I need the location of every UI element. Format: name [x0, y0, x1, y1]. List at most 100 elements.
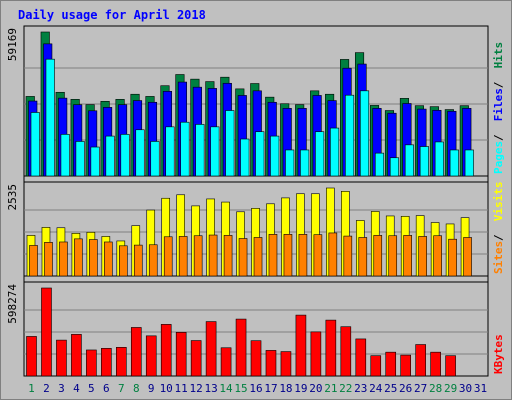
legend-visits: Visits	[492, 181, 505, 221]
bar-sites-day-12	[193, 235, 203, 277]
day-label-10: 10	[160, 382, 173, 395]
bar-pages-day-16	[255, 131, 265, 177]
day-label-25: 25	[384, 382, 397, 395]
ymax-label: 598274	[6, 284, 19, 324]
bar-sites-day-7	[119, 245, 128, 277]
bar-kbytes-day-28	[430, 351, 441, 377]
ymax-label: 59169	[6, 28, 19, 61]
day-label-31: 31	[474, 382, 487, 395]
day-label-5: 5	[88, 382, 95, 395]
day-label-14: 14	[219, 382, 233, 395]
bar-pages-day-12	[195, 124, 205, 177]
bar-pages-day-29	[449, 149, 459, 177]
bar-sites-day-26	[403, 235, 412, 277]
bar-kbytes-day-12	[190, 340, 202, 377]
day-label-11: 11	[175, 382, 188, 395]
legend-kbytes: KBytes	[492, 334, 505, 374]
bar-kbytes-day-2	[41, 287, 52, 377]
bar-pages-day-27	[419, 146, 429, 177]
bar-pages-day-7	[120, 134, 130, 177]
bar-pages-day-18	[285, 149, 295, 177]
bar-sites-day-11	[178, 236, 188, 277]
day-label-9: 9	[148, 382, 155, 395]
bar-sites-day-2	[44, 242, 53, 277]
legend-separator: /	[492, 234, 505, 241]
bar-kbytes-day-13	[205, 321, 217, 377]
bar-kbytes-day-29	[445, 355, 456, 377]
chart-title: Daily usage for April 2018	[18, 8, 206, 22]
bar-pages-day-23	[359, 90, 370, 177]
day-label-3: 3	[58, 382, 65, 395]
bar-sites-day-28	[433, 235, 442, 277]
day-label-30: 30	[459, 382, 472, 395]
bar-kbytes-day-26	[400, 354, 411, 377]
panel-visits_sites: 2535 Sites / Visits	[6, 181, 505, 277]
bar-sites-day-5	[89, 239, 98, 277]
bar-sites-day-8	[133, 244, 143, 277]
bar-sites-day-24	[373, 235, 383, 277]
bar-pages-day-19	[300, 149, 310, 177]
day-label-16: 16	[249, 382, 262, 395]
day-label-1: 1	[28, 382, 35, 395]
bar-kbytes-day-23	[355, 338, 367, 377]
bar-kbytes-day-14	[220, 347, 232, 377]
panel-kbytes: 598274 KBytes	[6, 281, 505, 377]
bar-pages-day-4	[75, 141, 85, 177]
bar-sites-day-1	[29, 245, 38, 277]
day-label-2: 2	[43, 382, 50, 395]
legend-hits: Hits	[492, 42, 505, 69]
bar-pages-day-5	[90, 146, 100, 177]
bar-pages-day-28	[434, 141, 444, 177]
day-label-22: 22	[339, 382, 352, 395]
bar-sites-day-19	[298, 234, 308, 277]
bar-pages-day-10	[165, 126, 175, 177]
bar-sites-day-14	[223, 235, 233, 277]
day-label-13: 13	[204, 382, 217, 395]
bar-kbytes-day-20	[310, 331, 322, 377]
bar-pages-day-24	[374, 152, 385, 177]
panel-hits_files_pages: 59169 Pages / Files / Hits	[6, 25, 505, 177]
bar-kbytes-day-7	[116, 347, 127, 377]
bar-kbytes-day-22	[340, 326, 352, 377]
bar-pages-day-13	[210, 126, 220, 177]
day-label-24: 24	[369, 382, 383, 395]
bar-kbytes-day-11	[175, 332, 187, 377]
bar-sites-day-22	[343, 235, 353, 277]
bar-sites-day-20	[313, 234, 323, 277]
legend-separator: /	[492, 134, 505, 141]
bar-kbytes-day-21	[325, 319, 337, 377]
bar-kbytes-day-8	[130, 327, 142, 377]
bar-kbytes-day-6	[101, 348, 112, 377]
bar-sites-day-13	[208, 234, 218, 277]
day-label-28: 28	[429, 382, 442, 395]
legend-sites: Sites	[492, 241, 505, 274]
bar-sites-day-15	[238, 238, 248, 277]
bar-pages-day-8	[135, 129, 145, 177]
bar-sites-day-27	[418, 236, 427, 277]
bar-pages-day-17	[270, 135, 280, 177]
bar-sites-day-25	[388, 235, 398, 277]
bar-pages-day-1	[30, 112, 40, 177]
day-label-15: 15	[234, 382, 247, 395]
day-label-19: 19	[294, 382, 307, 395]
bar-pages-day-3	[60, 134, 70, 177]
bar-kbytes-day-1	[26, 336, 37, 377]
bar-sites-day-21	[328, 232, 338, 277]
bar-kbytes-day-4	[71, 334, 82, 377]
day-label-6: 6	[103, 382, 110, 395]
bar-sites-day-18	[283, 234, 293, 277]
bar-pages-day-11	[180, 121, 190, 177]
bar-kbytes-day-27	[415, 344, 426, 377]
day-label-27: 27	[414, 382, 427, 395]
day-label-4: 4	[73, 382, 80, 395]
day-label-8: 8	[133, 382, 140, 395]
day-label-7: 7	[118, 382, 125, 395]
bar-pages-day-21	[330, 127, 340, 177]
ymax-label: 2535	[6, 184, 19, 211]
bar-kbytes-day-9	[145, 335, 157, 377]
bar-kbytes-day-25	[385, 351, 397, 377]
bar-sites-day-10	[163, 236, 173, 277]
bar-kbytes-day-15	[235, 318, 247, 377]
day-label-21: 21	[324, 382, 337, 395]
